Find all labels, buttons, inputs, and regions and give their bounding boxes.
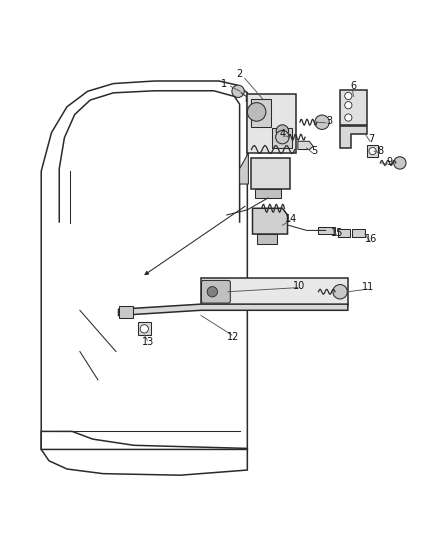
Polygon shape (318, 227, 335, 234)
Text: 11: 11 (362, 282, 374, 292)
Circle shape (276, 131, 289, 144)
Text: 15: 15 (331, 228, 344, 238)
Polygon shape (298, 141, 313, 150)
Polygon shape (119, 306, 133, 318)
Text: 14: 14 (285, 214, 297, 223)
Text: 8: 8 (377, 146, 383, 156)
Text: 1: 1 (221, 78, 227, 88)
Circle shape (232, 85, 244, 98)
Text: 3: 3 (327, 116, 333, 126)
FancyBboxPatch shape (367, 146, 378, 157)
Polygon shape (257, 234, 277, 244)
Polygon shape (255, 189, 281, 198)
Text: 4: 4 (279, 129, 286, 139)
Circle shape (333, 285, 347, 299)
Circle shape (140, 325, 148, 333)
Text: 13: 13 (142, 337, 155, 347)
FancyBboxPatch shape (201, 278, 348, 305)
FancyBboxPatch shape (251, 158, 290, 189)
FancyBboxPatch shape (338, 229, 350, 237)
FancyBboxPatch shape (251, 99, 271, 127)
Text: 9: 9 (386, 157, 392, 167)
Text: 16: 16 (365, 234, 377, 244)
Text: 6: 6 (350, 81, 356, 91)
FancyBboxPatch shape (247, 94, 296, 153)
Circle shape (345, 102, 352, 109)
Circle shape (394, 157, 406, 169)
Circle shape (345, 92, 352, 100)
FancyBboxPatch shape (353, 229, 365, 237)
Polygon shape (240, 153, 248, 184)
FancyBboxPatch shape (201, 280, 230, 303)
FancyBboxPatch shape (340, 90, 367, 125)
Circle shape (369, 148, 376, 155)
Circle shape (207, 287, 217, 297)
Polygon shape (340, 126, 367, 148)
Circle shape (276, 125, 289, 137)
Text: 2: 2 (237, 69, 243, 79)
Circle shape (315, 115, 329, 130)
FancyBboxPatch shape (138, 322, 151, 335)
Text: 12: 12 (227, 332, 239, 342)
Polygon shape (119, 304, 348, 316)
Text: 5: 5 (311, 146, 318, 156)
Circle shape (345, 114, 352, 121)
Text: 7: 7 (368, 134, 374, 144)
Text: 10: 10 (293, 280, 305, 290)
Polygon shape (252, 208, 287, 234)
Circle shape (247, 103, 266, 121)
FancyBboxPatch shape (272, 128, 292, 148)
